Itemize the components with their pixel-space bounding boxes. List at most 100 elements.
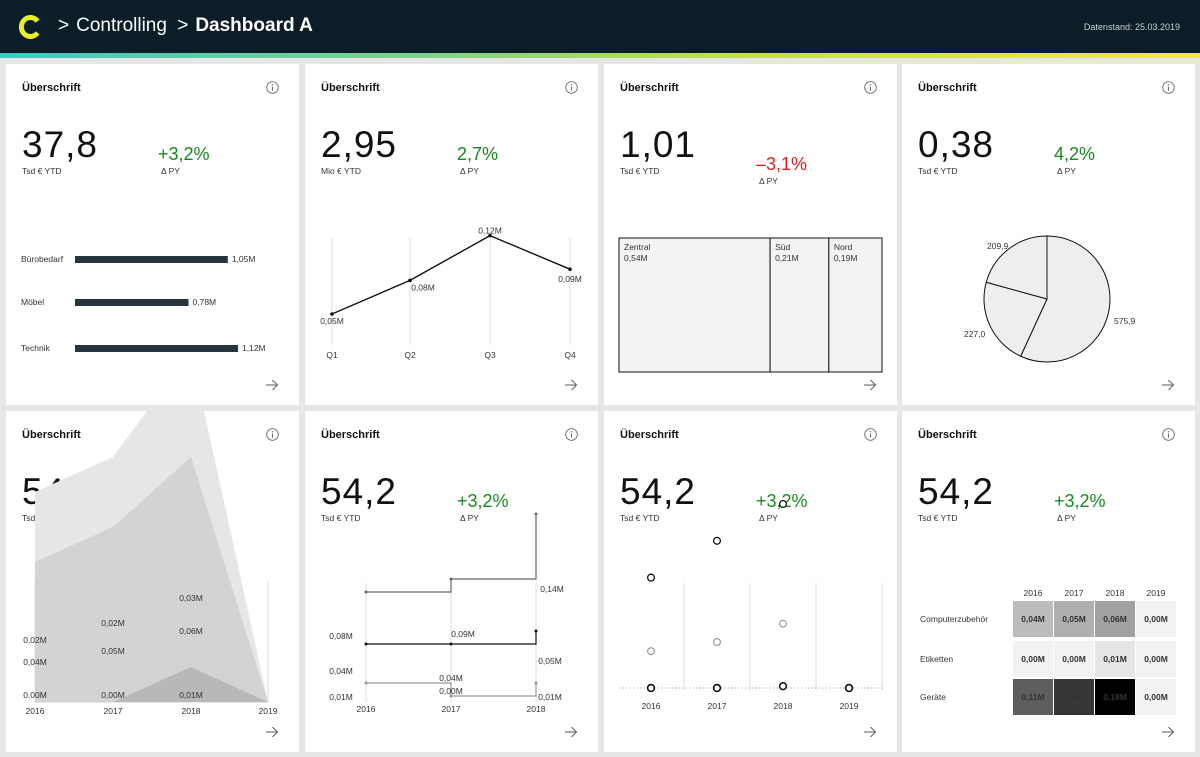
step-value-label: 0,09M: [451, 629, 475, 639]
arrow-right-icon[interactable]: [1161, 726, 1175, 738]
bar-category-label: Bürobedarf: [21, 254, 64, 264]
kpi-card[interactable]: Überschrift 54,2 Tsd € YTD +21,2% Δ PY 2…: [6, 411, 299, 752]
treemap-cell[interactable]: [769, 237, 830, 373]
info-icon[interactable]: [565, 81, 578, 94]
bar[interactable]: [75, 299, 189, 306]
heatmap-cell[interactable]: [1095, 679, 1135, 715]
area-series[interactable]: [35, 667, 268, 702]
kpi-card[interactable]: Überschrift 54,2 Tsd € YTD +3,2% Δ PY 20…: [305, 411, 598, 752]
arrow-right-icon[interactable]: [1161, 379, 1175, 391]
kpi-card[interactable]: Überschrift 2,95 Mio € YTD 2,7% Δ PY Q1 Q…: [305, 64, 598, 405]
arrow-right-icon[interactable]: [265, 379, 279, 391]
line-point[interactable]: [568, 267, 572, 271]
info-icon[interactable]: [565, 428, 578, 441]
card-title: Überschrift: [321, 82, 380, 94]
step-point[interactable]: [364, 590, 368, 594]
delta-value: 2,7%: [457, 144, 499, 164]
area-series[interactable]: [35, 411, 268, 702]
step-point[interactable]: [534, 512, 538, 516]
scatter-point[interactable]: [713, 638, 721, 646]
bar[interactable]: [75, 345, 238, 352]
line-point[interactable]: [488, 233, 492, 238]
heatmap-cell[interactable]: [1054, 601, 1094, 637]
scatter-point[interactable]: [844, 683, 854, 693]
scatter-point[interactable]: [779, 619, 787, 628]
step-point[interactable]: [449, 642, 453, 646]
line-point[interactable]: [408, 278, 412, 283]
scatter-point[interactable]: [778, 681, 788, 691]
heatmap-cell[interactable]: [1095, 601, 1135, 637]
x-tick-label: Q4: [564, 350, 576, 360]
scatter-point[interactable]: [647, 647, 655, 656]
step-point[interactable]: [449, 577, 453, 581]
info-icon[interactable]: [864, 81, 877, 94]
arrow-right-icon[interactable]: [863, 379, 877, 391]
info-icon[interactable]: [266, 81, 279, 94]
info-icon[interactable]: [1162, 81, 1175, 94]
heatmap-value-label: 0,11M: [1021, 692, 1044, 702]
pie-slice[interactable]: [1020, 235, 1111, 363]
x-tick-label: 2016: [26, 706, 45, 716]
kpi-card[interactable]: Überschrift 54,2 Tsd € YTD +3,2% Δ PY 20…: [902, 411, 1195, 752]
arrow-right-icon[interactable]: [265, 726, 279, 738]
x-tick-label: 2017: [442, 704, 461, 714]
delta-label: Δ PY: [1057, 513, 1076, 523]
card-title: Überschrift: [22, 82, 81, 94]
kpi-value: 0,38: [918, 124, 995, 165]
step-point[interactable]: [534, 681, 538, 685]
heatmap-cell[interactable]: [1013, 641, 1053, 677]
treemap-cell[interactable]: [828, 237, 883, 373]
bar[interactable]: [75, 256, 228, 263]
info-icon[interactable]: [1162, 428, 1175, 441]
arrow-right-icon[interactable]: [863, 726, 877, 738]
scatter-point[interactable]: [646, 683, 656, 693]
heatmap-cell[interactable]: [1054, 641, 1094, 677]
heatmap-cell[interactable]: [1136, 641, 1176, 677]
treemap-value-label: 0,54M: [624, 253, 648, 263]
heatmap-cell[interactable]: [1095, 641, 1135, 677]
bar-category-label: Möbel: [21, 297, 44, 307]
step-point[interactable]: [364, 642, 368, 646]
kpi-card[interactable]: Überschrift 1,01 Tsd € YTD –3,1% Δ PY Ze…: [604, 64, 897, 405]
scatter-point[interactable]: [712, 683, 722, 693]
step-point[interactable]: [449, 694, 453, 698]
scatter-point[interactable]: [712, 536, 722, 545]
scatter-point[interactable]: [845, 684, 853, 692]
heatmap-cell[interactable]: [1136, 601, 1176, 637]
step-series: [366, 514, 537, 593]
info-icon[interactable]: [266, 428, 279, 441]
step-point[interactable]: [364, 681, 368, 685]
logo-icon[interactable]: [18, 14, 42, 40]
kpi-card[interactable]: Überschrift 0,38 Tsd € YTD 4,2% Δ PY 575…: [902, 64, 1195, 405]
scatter-point[interactable]: [646, 573, 656, 582]
x-tick-label: Q1: [326, 350, 338, 360]
info-icon[interactable]: [864, 428, 877, 441]
kpi-unit: Mio € YTD: [321, 166, 361, 176]
step-value-label: 0,01M: [538, 692, 562, 702]
area-value-label: 0,00M: [23, 690, 47, 700]
kpi-card[interactable]: Überschrift 54,2 Tsd € YTD +3,2% Δ PY 20…: [604, 411, 897, 752]
heatmap-cell[interactable]: [1013, 601, 1053, 637]
line-point[interactable]: [330, 312, 334, 316]
heatmap-column-label: 2017: [1065, 588, 1084, 598]
area-value-label: 0,04M: [23, 657, 47, 667]
kpi-value: 54,2: [22, 471, 99, 512]
kpi-card[interactable]: Überschrift 37,8 Tsd € YTD +3,2% Δ PY Bü…: [6, 64, 299, 405]
chart: 2016 2017 2018 2019: [619, 499, 883, 711]
step-value-label: 0,01M: [329, 692, 353, 702]
arrow-right-icon[interactable]: [564, 379, 578, 391]
kpi-value: 37,8: [22, 124, 99, 165]
heatmap-value-label: 0,00M: [1021, 654, 1045, 664]
kpi-unit: Tsd € YTD: [620, 166, 660, 176]
heatmap-cell[interactable]: [1054, 679, 1094, 715]
arrow-right-icon[interactable]: [564, 726, 578, 738]
treemap-cell[interactable]: [618, 237, 771, 373]
scatter-point[interactable]: [844, 683, 854, 693]
heatmap-cell[interactable]: [1136, 679, 1176, 715]
heatmap-cell[interactable]: [1013, 679, 1053, 715]
pie-slice[interactable]: [985, 235, 1048, 300]
pie-slice[interactable]: [983, 281, 1048, 357]
step-point[interactable]: [534, 629, 538, 633]
breadcrumb-controlling[interactable]: Controlling: [76, 15, 167, 36]
